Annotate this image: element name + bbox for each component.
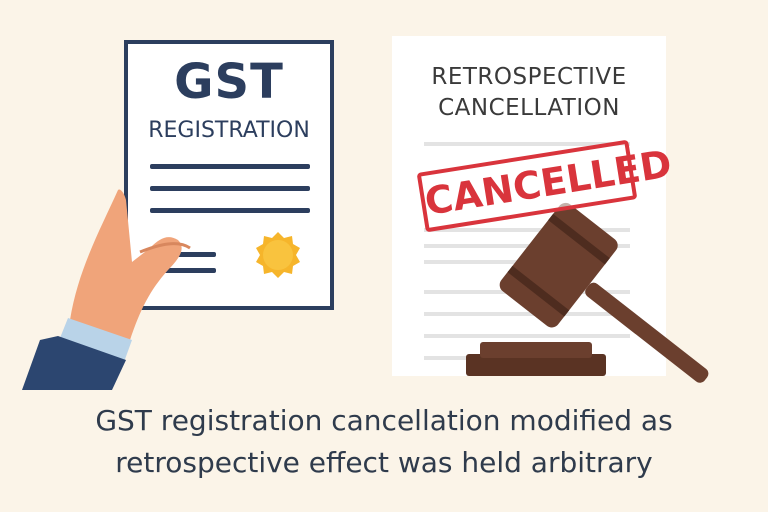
caption-line2: retrospective effect was held arbitrary: [115, 446, 653, 479]
certificate-line: [160, 268, 216, 273]
certificate-line: [150, 186, 310, 191]
document-title-line1: RETROSPECTIVE: [431, 64, 627, 90]
certificate-line: [150, 208, 310, 213]
document-title: RETROSPECTIVE CANCELLATION: [392, 62, 666, 124]
gavel-icon: [466, 202, 709, 383]
certificate-line: [150, 164, 310, 169]
certificate-subtitle: REGISTRATION: [148, 118, 310, 143]
seal-icon: [256, 232, 300, 278]
certificate-title: GST: [174, 54, 284, 110]
caption: GST registration cancellation modified a…: [0, 400, 768, 484]
caption-line1: GST registration cancellation modified a…: [95, 404, 673, 437]
hand-icon: [22, 189, 191, 390]
document-title-line2: CANCELLATION: [438, 95, 620, 121]
